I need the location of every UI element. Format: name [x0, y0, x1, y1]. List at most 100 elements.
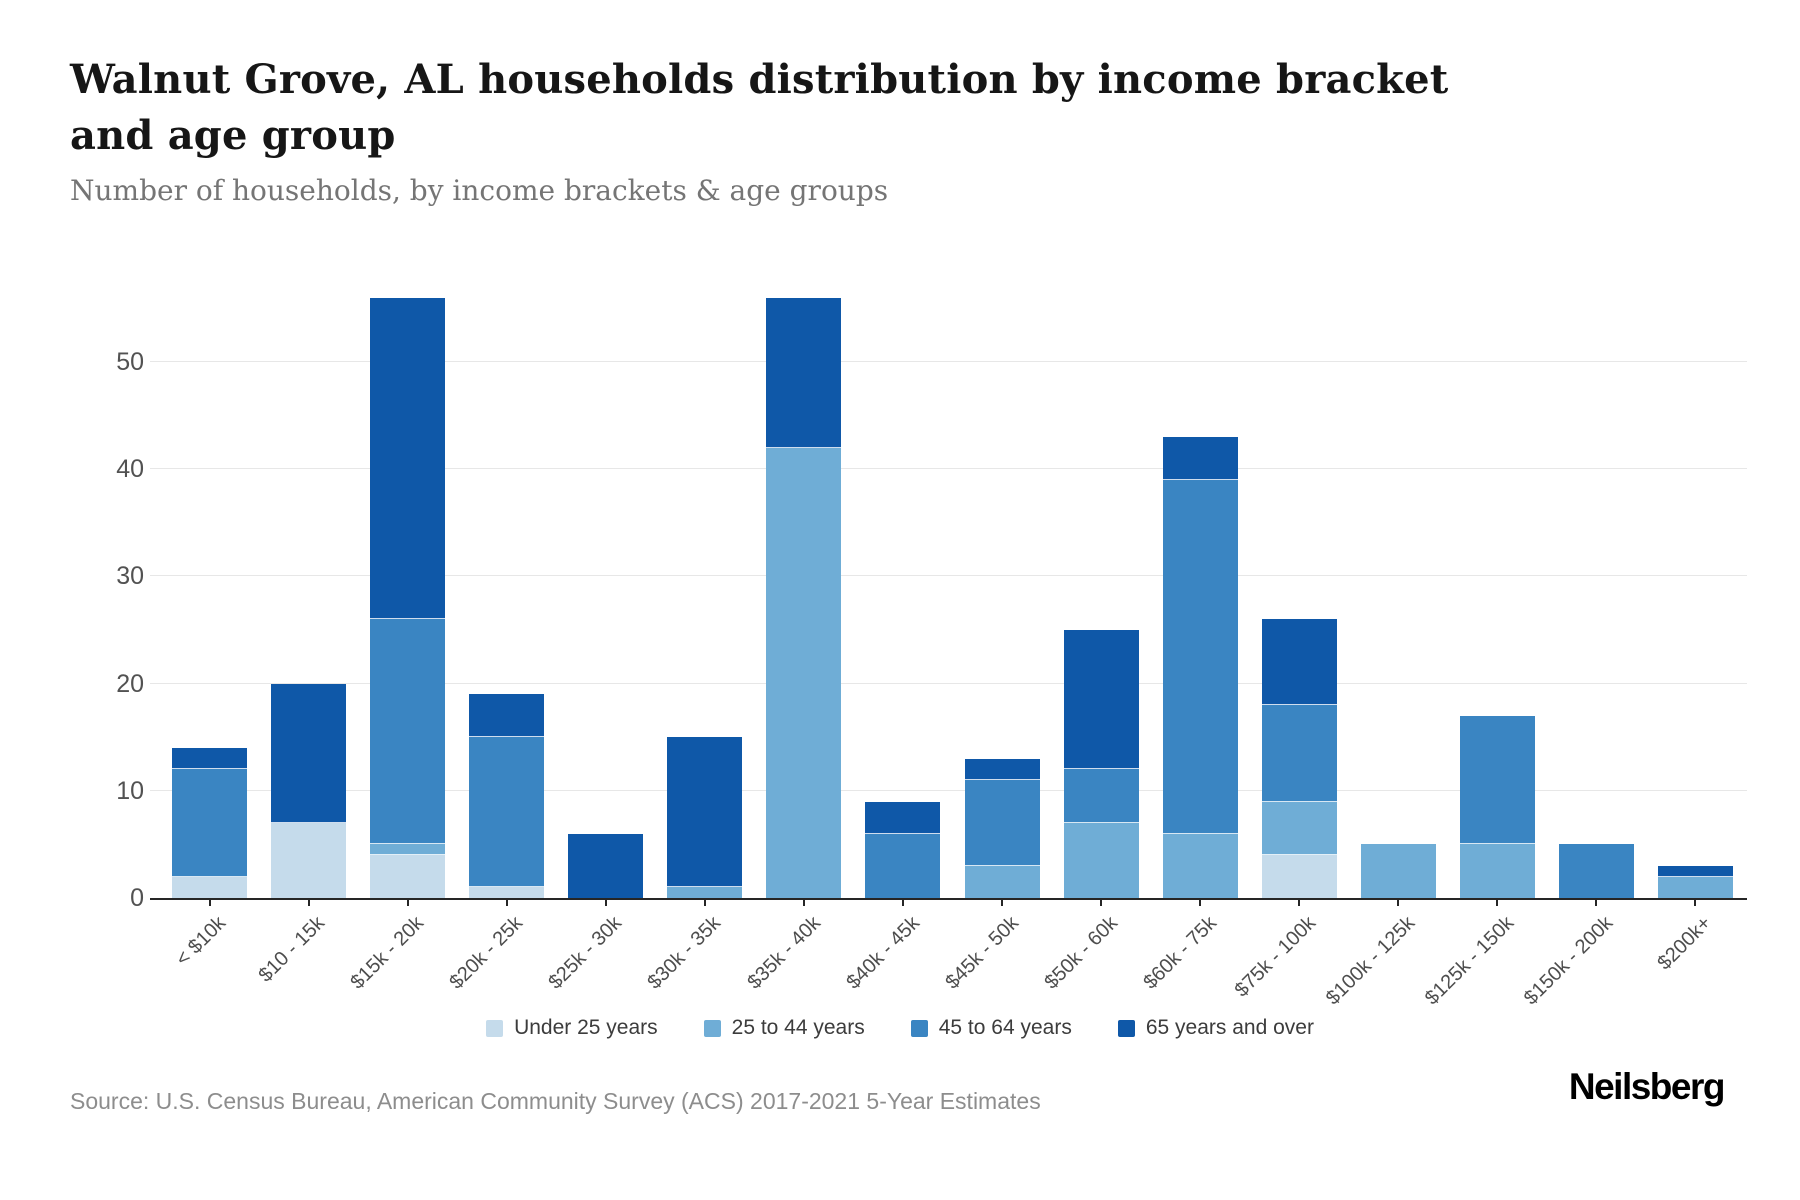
bar-segment-65-years-and-over[interactable]	[1261, 619, 1337, 706]
bar-segment-65-years-and-over[interactable]	[667, 737, 743, 888]
bar-segment-65-years-and-over[interactable]	[1063, 630, 1139, 770]
x-axis-tick	[1397, 898, 1400, 906]
gridline	[150, 682, 1747, 684]
x-axis-label: $25k - 30k	[544, 912, 627, 994]
bar-segment-45-to-64-years[interactable]	[1261, 705, 1337, 802]
bar-segment-65-years-and-over[interactable]	[469, 694, 545, 738]
bar-segment-45-to-64-years[interactable]	[1459, 715, 1535, 845]
bar-10k[interactable]	[172, 747, 248, 898]
legend-item-65-years-and-over[interactable]: 65 years and over	[1117, 1016, 1314, 1040]
bar-100k-125k[interactable]	[1360, 844, 1436, 898]
x-axis-label: $45k - 50k	[940, 912, 1023, 994]
bar-segment-under-25-years[interactable]	[469, 887, 545, 898]
chart-subtitle: Number of households, by income brackets…	[70, 174, 889, 207]
bar-segment-25-to-44-years[interactable]	[1459, 844, 1535, 898]
bar-20k-25k[interactable]	[469, 694, 545, 898]
bar-30k-35k[interactable]	[667, 737, 743, 898]
bar-segment-45-to-64-years[interactable]	[964, 780, 1040, 866]
gridline	[150, 575, 1747, 577]
bar-segment-45-to-64-years[interactable]	[1558, 844, 1634, 898]
bar-75k-100k[interactable]	[1261, 619, 1337, 898]
legend-item-45-to-64-years[interactable]: 45 to 64 years	[910, 1016, 1072, 1040]
legend-swatch	[486, 1019, 504, 1037]
bar-segment-25-to-44-years[interactable]	[370, 844, 446, 856]
bar-15k-20k[interactable]	[370, 297, 446, 898]
bar-segment-65-years-and-over[interactable]	[1162, 437, 1238, 480]
x-axis-label: < $10k	[171, 912, 231, 971]
x-axis-tick	[802, 898, 805, 906]
legend-item-under-25-years[interactable]: Under 25 years	[486, 1016, 658, 1040]
bar-segment-25-to-44-years[interactable]	[667, 887, 743, 898]
x-axis-label: $40k - 45k	[841, 912, 924, 994]
bar-segment-25-to-44-years[interactable]	[1261, 801, 1337, 856]
y-axis-tick-label: 30	[116, 562, 144, 591]
x-axis-label: $50k - 60k	[1040, 912, 1122, 994]
bar-10-15k[interactable]	[271, 683, 347, 898]
bar-50k-60k[interactable]	[1063, 630, 1139, 898]
bar-segment-45-to-64-years[interactable]	[370, 619, 446, 845]
bar-segment-65-years-and-over[interactable]	[964, 758, 1040, 781]
x-axis-label: $75k - 100k	[1230, 912, 1320, 1002]
bar-150k-200k[interactable]	[1558, 844, 1634, 898]
chart-title: Walnut Grove, AL households distribution…	[70, 56, 1449, 159]
x-axis-label: $200k+	[1653, 912, 1717, 975]
x-axis-tick	[1199, 898, 1202, 906]
bar-200k[interactable]	[1657, 865, 1733, 898]
gridline	[150, 789, 1747, 791]
bar-segment-45-to-64-years[interactable]	[1162, 479, 1238, 834]
legend-label: 65 years and over	[1145, 1016, 1314, 1039]
bar-40k-45k[interactable]	[865, 801, 941, 898]
bar-segment-65-years-and-over[interactable]	[271, 683, 347, 823]
bar-segment-45-to-64-years[interactable]	[1063, 769, 1139, 823]
x-axis-tick	[1001, 898, 1004, 906]
x-axis-label: $60k - 75k	[1139, 912, 1221, 994]
bar-segment-25-to-44-years[interactable]	[1657, 876, 1733, 898]
gridline	[150, 361, 1747, 362]
bar-segment-under-25-years[interactable]	[1261, 855, 1337, 898]
y-axis-tick-label: 20	[116, 669, 144, 698]
source-text: Source: U.S. Census Bureau, American Com…	[70, 1088, 1041, 1114]
y-axis-tick-label: 10	[116, 776, 144, 805]
y-axis-tick-label: 40	[116, 455, 144, 484]
bar-segment-45-to-64-years[interactable]	[469, 737, 545, 888]
neilsberg-logo: Neilsberg	[1568, 1066, 1726, 1107]
bar-segment-25-to-44-years[interactable]	[964, 865, 1040, 898]
x-axis-tick	[1496, 898, 1499, 906]
bar-125k-150k[interactable]	[1459, 715, 1535, 898]
x-axis-tick	[604, 898, 607, 906]
legend-item-25-to-44-years[interactable]: 25 to 44 years	[703, 1016, 865, 1040]
x-axis-tick	[1595, 898, 1598, 906]
legend-swatch	[1117, 1019, 1135, 1037]
x-axis-label: $10 - 15k	[254, 912, 330, 987]
bar-segment-65-years-and-over[interactable]	[172, 747, 248, 770]
legend-swatch	[910, 1019, 928, 1037]
bar-35k-40k[interactable]	[766, 297, 842, 898]
bar-segment-25-to-44-years[interactable]	[1063, 822, 1139, 898]
x-axis-label: $15k - 20k	[346, 912, 429, 994]
plot-area: 0 10 20 30 40 50 < $10k $10 - 15k $15k - 20k $20k…	[116, 250, 1747, 1009]
x-axis-tick	[703, 898, 706, 906]
bar-45k-50k[interactable]	[964, 758, 1040, 898]
bar-segment-under-25-years[interactable]	[370, 855, 446, 898]
bar-segment-65-years-and-over[interactable]	[1657, 865, 1733, 877]
x-axis-tick	[1100, 898, 1103, 906]
bar-25k-30k[interactable]	[568, 833, 644, 898]
bar-segment-65-years-and-over[interactable]	[370, 297, 446, 620]
x-axis-tick	[505, 898, 508, 906]
bar-segment-45-to-64-years[interactable]	[172, 769, 248, 877]
bar-segment-65-years-and-over[interactable]	[766, 297, 842, 448]
bar-segment-25-to-44-years[interactable]	[1162, 833, 1238, 898]
bar-segment-25-to-44-years[interactable]	[1360, 844, 1436, 898]
bar-segment-65-years-and-over[interactable]	[865, 801, 941, 834]
x-axis-label: $125k - 150k	[1420, 912, 1518, 1010]
x-axis-label: $150k - 200k	[1519, 912, 1617, 1010]
bar-segment-45-to-64-years[interactable]	[865, 833, 941, 898]
bar-segment-under-25-years[interactable]	[172, 876, 248, 898]
legend-label: Under 25 years	[514, 1016, 658, 1039]
legend-label: 25 to 44 years	[731, 1016, 865, 1039]
bar-60k-75k[interactable]	[1162, 437, 1238, 898]
bar-segment-65-years-and-over[interactable]	[568, 833, 644, 898]
bar-segment-25-to-44-years[interactable]	[766, 447, 842, 898]
bar-segment-under-25-years[interactable]	[271, 822, 347, 898]
